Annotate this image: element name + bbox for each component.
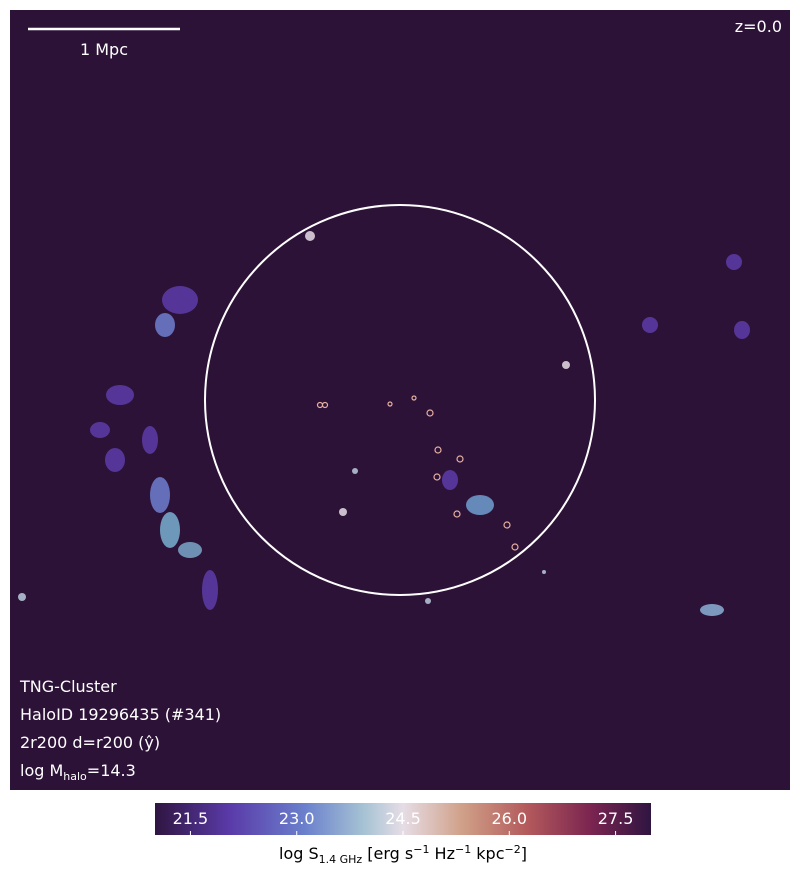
contour <box>503 521 511 529</box>
r200-circle <box>204 204 596 596</box>
emission-blob <box>700 604 724 616</box>
subscript: halo <box>63 770 87 783</box>
text-part: log M <box>20 761 63 780</box>
contour <box>411 395 417 401</box>
contour <box>426 409 434 417</box>
emission-blob <box>442 470 458 490</box>
emission-blob <box>178 542 202 558</box>
emission-blob <box>18 593 26 601</box>
superscript: −2 <box>505 843 521 856</box>
emission-blob <box>105 448 125 472</box>
contour <box>456 455 464 463</box>
emission-blob <box>726 254 742 270</box>
emission-blob <box>150 477 170 513</box>
emission-blob <box>425 598 431 604</box>
emission-blob <box>562 361 570 369</box>
superscript: −1 <box>413 843 429 856</box>
contour <box>511 543 519 551</box>
colorbar-tick-label: 23.0 <box>279 809 315 828</box>
emission-blob <box>155 313 175 337</box>
emission-blob <box>305 231 315 241</box>
info-label: HaloID 19296435 (#341) <box>20 705 221 724</box>
mass-label: log Mhalo=14.3 <box>20 761 136 783</box>
contour <box>387 401 393 407</box>
emission-blob <box>734 321 750 339</box>
map-background <box>10 10 790 790</box>
contour <box>434 446 442 454</box>
info-label: TNG-Cluster <box>19 677 117 696</box>
emission-blob <box>542 570 546 574</box>
contour <box>321 401 329 409</box>
text-part: log S <box>279 844 319 863</box>
scale-bar-label: 1 Mpc <box>80 40 128 59</box>
text-part: Hz <box>429 844 455 863</box>
emission <box>18 231 750 616</box>
emission-blob <box>142 426 158 454</box>
colorbar-label: log S1.4 GHz [erg s−1 Hz−1 kpc−2] <box>279 843 527 866</box>
colorbar <box>155 803 651 835</box>
emission-blob <box>106 385 134 405</box>
info-label: 2r200 d=r200 (ŷ) <box>20 733 160 752</box>
contour <box>433 473 441 481</box>
text-part: ] <box>521 844 527 863</box>
emission-blob <box>466 495 494 515</box>
emission-blob <box>352 468 358 474</box>
colorbar-tick-label: 24.5 <box>385 809 421 828</box>
emission-blob <box>162 286 198 314</box>
colorbar-tick-label: 21.5 <box>173 809 209 828</box>
superscript: −1 <box>455 843 471 856</box>
emission-blob <box>160 512 180 548</box>
subscript: 1.4 GHz <box>319 853 363 866</box>
emission-blob <box>90 422 110 438</box>
emission-blob <box>339 508 347 516</box>
text-part: =14.3 <box>87 761 136 780</box>
text-part: kpc <box>471 844 504 863</box>
colorbar-tick-label: 27.5 <box>598 809 634 828</box>
text-part: [erg s <box>362 844 413 863</box>
emission-blob <box>202 570 218 610</box>
emission-blob <box>642 317 658 333</box>
contours <box>316 395 519 551</box>
redshift-label: z=0.0 <box>735 17 782 36</box>
contour <box>453 510 461 518</box>
colorbar-tick-label: 26.0 <box>491 809 527 828</box>
